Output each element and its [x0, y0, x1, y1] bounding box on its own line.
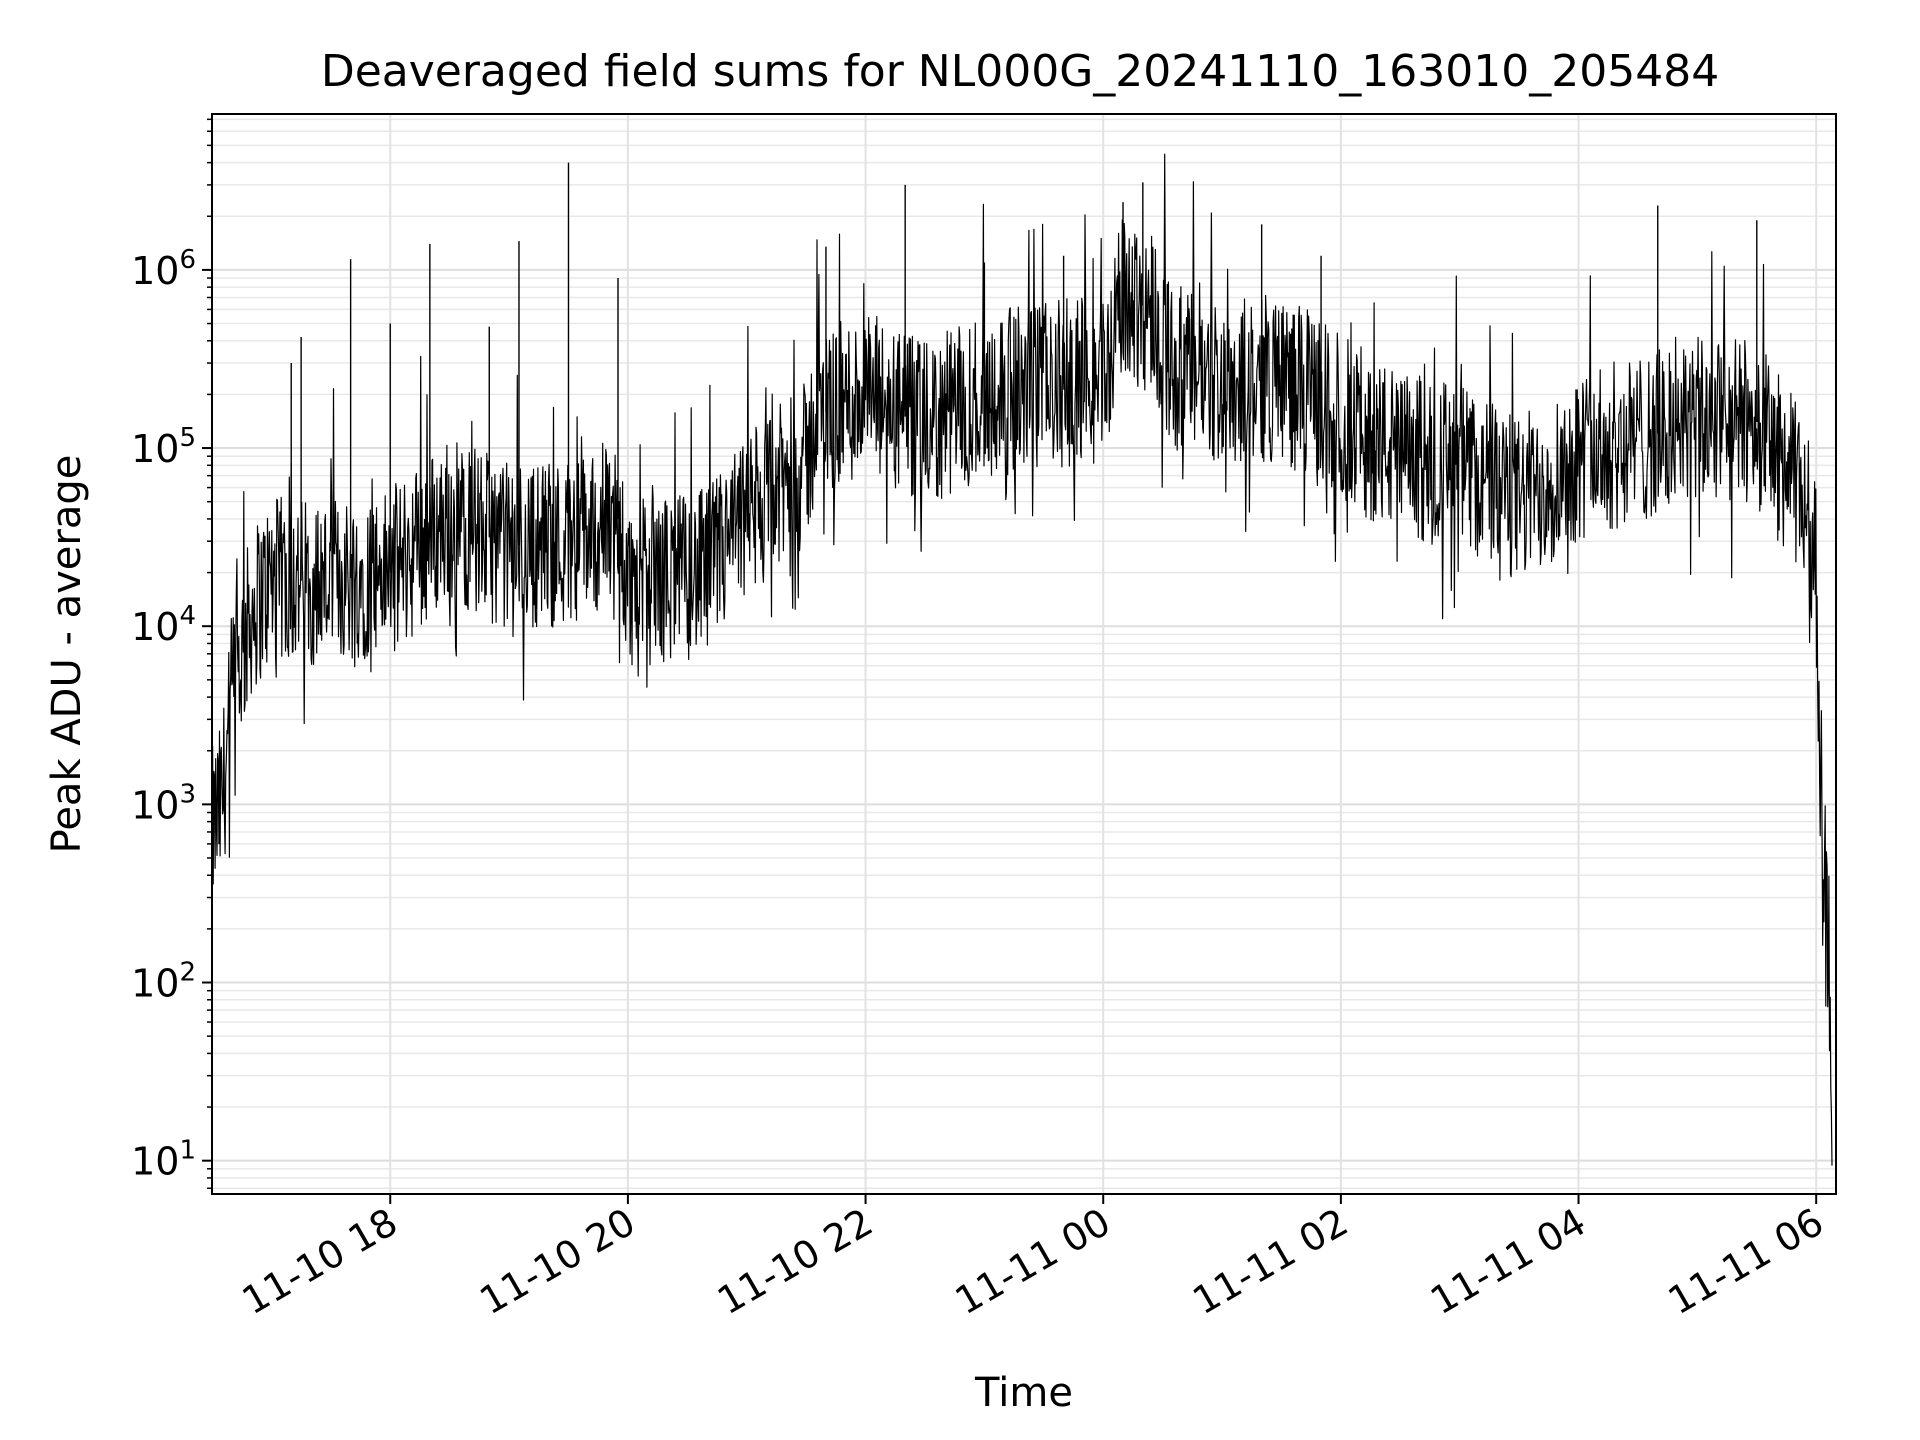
- series-line: [211, 153, 1833, 1166]
- y-axis-label: Peak ADU - average: [44, 455, 90, 854]
- y-tick-label: 103: [131, 779, 196, 827]
- y-tick-label: 101: [131, 1136, 196, 1184]
- y-tick-label: 102: [131, 958, 196, 1006]
- y-tick-label: 106: [131, 245, 196, 293]
- x-axis-label: Time: [974, 1370, 1073, 1416]
- y-tick-label: 104: [131, 601, 196, 649]
- data-layer: [211, 153, 1833, 1166]
- y-tick-label: 105: [131, 423, 196, 471]
- chart-title: Deaveraged field sums for NL000G_2024111…: [321, 46, 1719, 97]
- y-axis: 101 102 103 104 105 106: [131, 118, 212, 1190]
